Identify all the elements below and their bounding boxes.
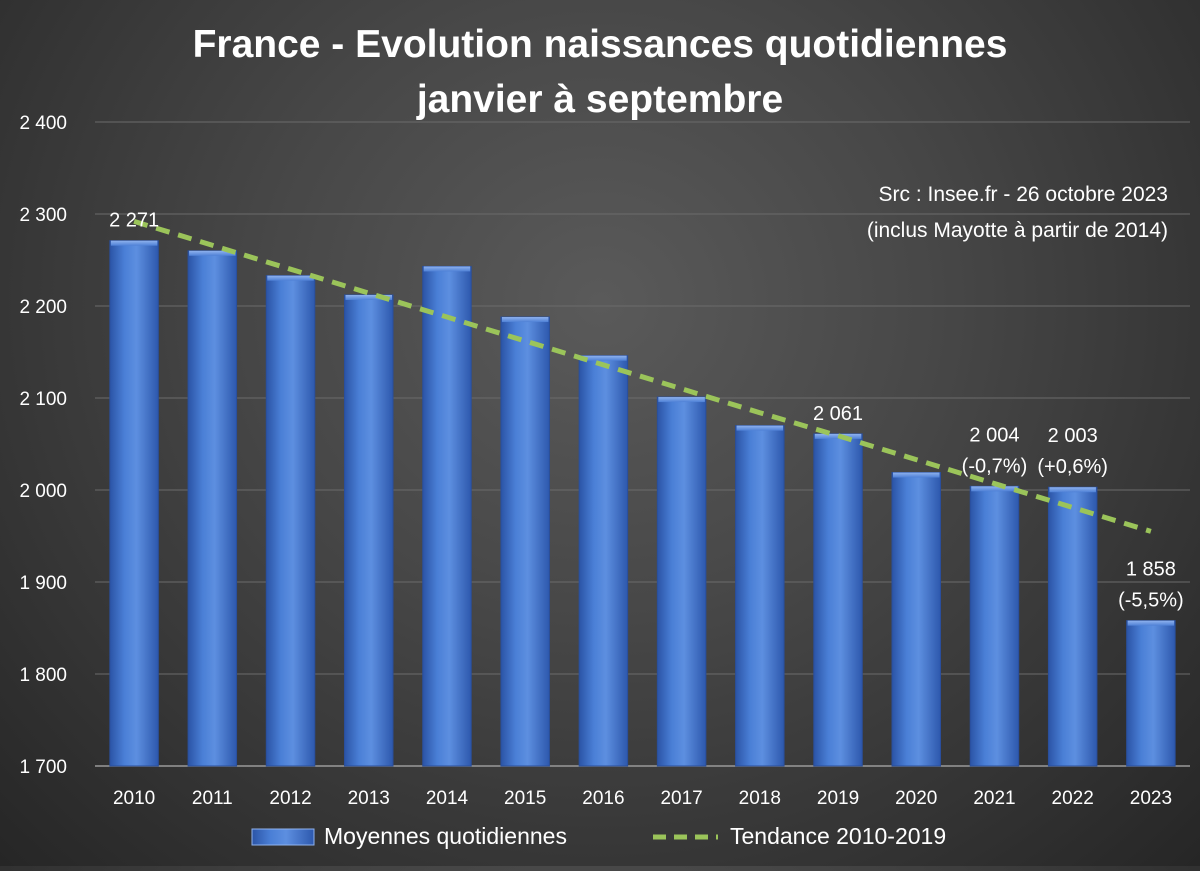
x-axis-tick-labels: 2010 2011 2012 2013 2014 2015 2016 2017 2018 2019… — [113, 788, 1172, 809]
x-tick-label: 2023 — [1130, 788, 1172, 809]
bars — [109, 240, 1176, 767]
bar — [813, 433, 863, 767]
data-label: 2 061 — [813, 403, 863, 425]
bar — [109, 240, 159, 767]
y-tick-label: 2 400 — [19, 113, 67, 134]
data-label: (-0,7%) — [962, 455, 1028, 477]
bar — [578, 355, 629, 767]
data-labels: 2 271 2 061 2 004 (-0,7%) 2 003 (+0,6%) 1 858 (… — [109, 210, 1184, 612]
bar-top-highlight — [658, 397, 705, 403]
chart-title-line2: janvier à septembre — [416, 78, 783, 121]
y-tick-label: 2 300 — [19, 205, 67, 226]
x-tick-label: 2017 — [660, 788, 702, 809]
source-note-line1: Src : Insee.fr - 26 octobre 2023 — [879, 183, 1169, 206]
bar — [735, 425, 785, 767]
bar-top-highlight — [893, 472, 940, 478]
bar — [422, 265, 472, 767]
data-label: (-5,5%) — [1118, 590, 1184, 612]
bar — [891, 472, 941, 767]
bar-top-highlight — [1127, 620, 1175, 626]
bar-top-highlight — [501, 317, 549, 323]
x-tick-label: 2022 — [1052, 788, 1094, 809]
x-tick-label: 2014 — [426, 788, 469, 809]
y-tick-label: 1 800 — [19, 665, 67, 686]
bar — [969, 485, 1020, 767]
bar — [265, 275, 316, 767]
y-axis-tick-labels: 1 700 1 800 1 900 2 000 2 100 2 200 2 300 2 400 — [19, 113, 67, 778]
x-tick-label: 2018 — [739, 788, 781, 809]
bar — [1047, 486, 1098, 767]
trend-series-line — [133, 218, 1152, 534]
x-tick-label: 2020 — [895, 788, 937, 809]
data-label: 2 271 — [109, 210, 159, 232]
x-tick-label: 2021 — [973, 788, 1015, 809]
data-label: (+0,6%) — [1037, 456, 1108, 478]
x-tick-label: 2016 — [582, 788, 624, 809]
bar — [500, 316, 550, 767]
data-label: 2 004 — [969, 424, 1019, 446]
legend-bar-label: Moyennes quotidiennes — [324, 823, 567, 849]
source-note-line2: (inclus Mayotte à partir de 2014) — [867, 219, 1168, 242]
bar — [344, 294, 394, 767]
bar-top-highlight — [189, 250, 236, 256]
x-tick-label: 2013 — [348, 788, 390, 809]
x-tick-label: 2011 — [192, 788, 233, 809]
bar-top-highlight — [423, 266, 471, 272]
bar-top-highlight — [1049, 487, 1096, 493]
bar-top-highlight — [971, 486, 1018, 492]
x-tick-label: 2010 — [113, 788, 155, 809]
x-tick-label: 2012 — [269, 788, 311, 809]
bar-top-highlight — [110, 240, 158, 246]
y-tick-label: 1 900 — [19, 573, 67, 594]
y-tick-label: 2 100 — [19, 389, 67, 410]
bar-top-highlight — [345, 294, 392, 300]
trend-line — [133, 218, 1152, 534]
data-label: 1 858 — [1126, 559, 1176, 581]
legend-bar-swatch — [251, 828, 315, 846]
y-tick-label: 2 000 — [19, 481, 67, 502]
bar-top-highlight — [736, 425, 784, 431]
bar-top-highlight — [267, 275, 314, 281]
bar-top-highlight — [580, 355, 627, 361]
x-tick-label: 2019 — [817, 788, 859, 809]
legend-trend-label: Tendance 2010-2019 — [730, 823, 946, 849]
bar — [187, 250, 238, 767]
bar — [656, 396, 707, 767]
chart-title-line1: France - Evolution naissances quotidienn… — [193, 23, 1008, 66]
x-tick-label: 2015 — [504, 788, 546, 809]
y-tick-label: 1 700 — [19, 757, 67, 778]
data-label: 2 003 — [1048, 425, 1098, 447]
y-tick-label: 2 200 — [19, 297, 67, 318]
bar — [1126, 620, 1176, 767]
legend: Moyennes quotidiennes Tendance 2010-2019 — [251, 823, 946, 849]
